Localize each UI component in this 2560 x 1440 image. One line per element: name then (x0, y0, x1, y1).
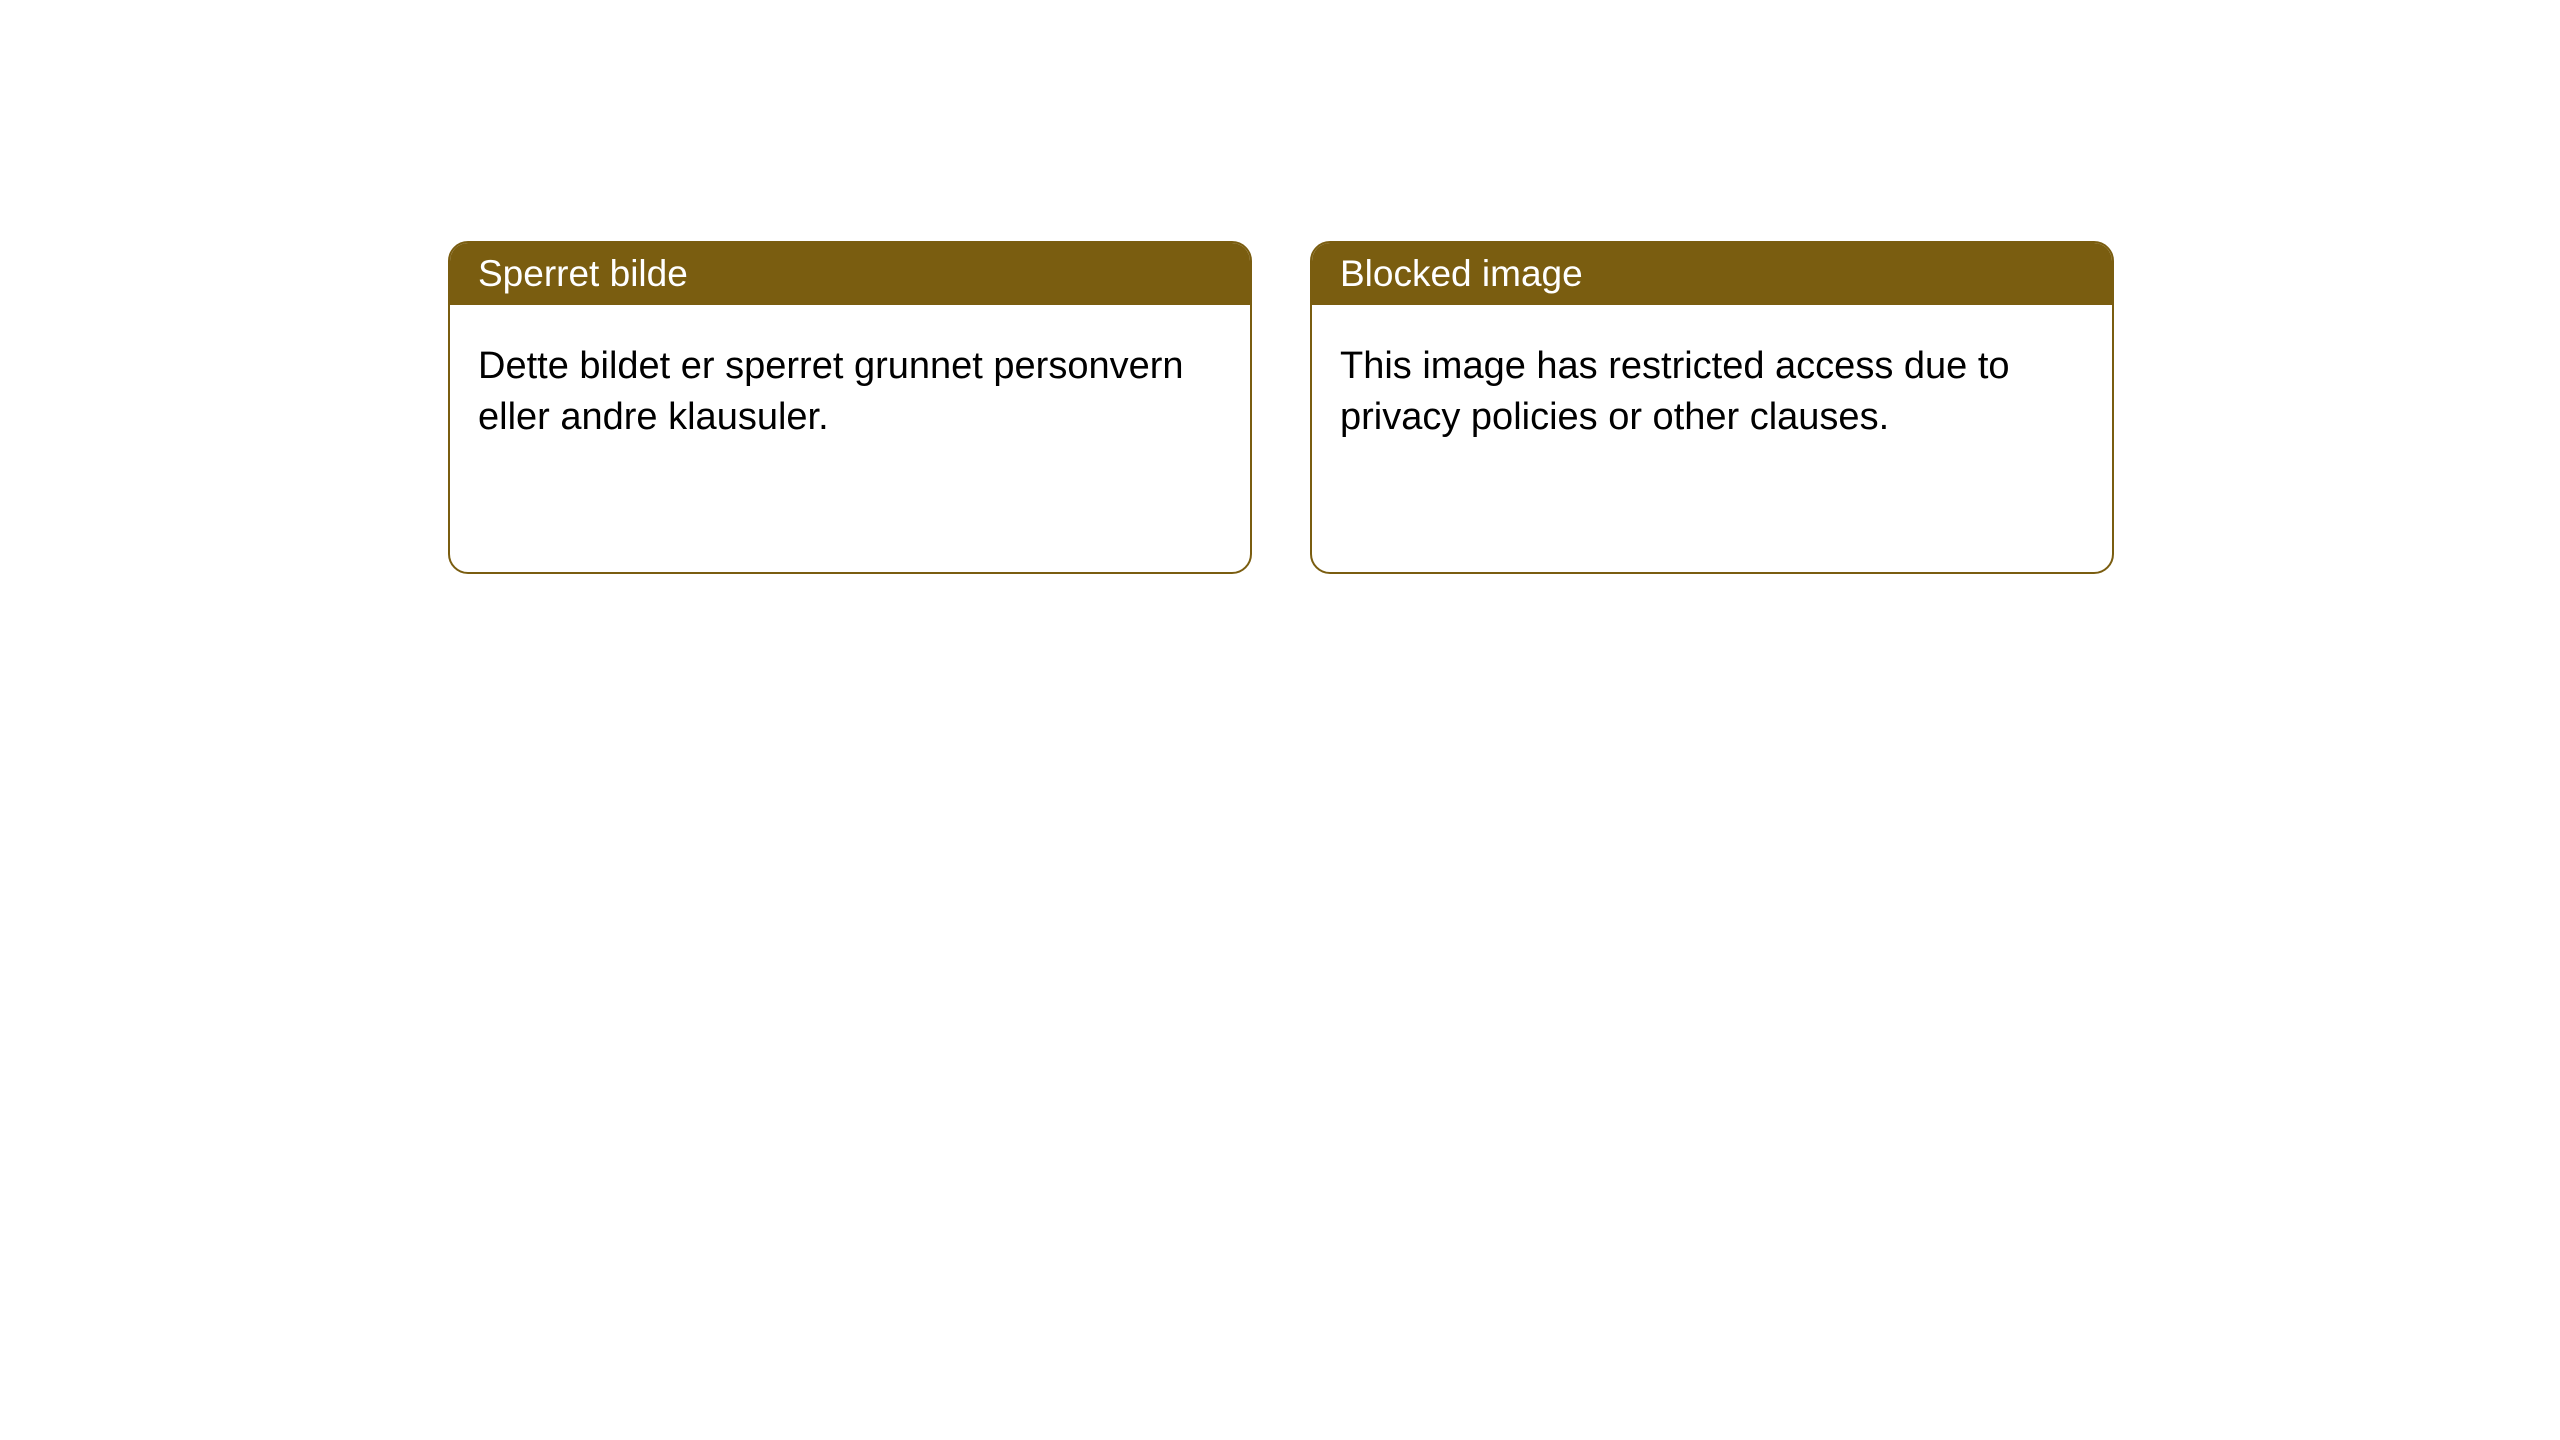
card-body: This image has restricted access due to … (1312, 305, 2112, 480)
card-body: Dette bildet er sperret grunnet personve… (450, 305, 1250, 480)
card-body-text: Dette bildet er sperret grunnet personve… (478, 345, 1184, 438)
card-header: Sperret bilde (450, 243, 1250, 305)
card-title: Sperret bilde (478, 253, 688, 294)
blocked-image-card-no: Sperret bilde Dette bildet er sperret gr… (448, 241, 1252, 574)
card-header: Blocked image (1312, 243, 2112, 305)
blocked-image-card-en: Blocked image This image has restricted … (1310, 241, 2114, 574)
card-title: Blocked image (1340, 253, 1583, 294)
notice-container: Sperret bilde Dette bildet er sperret gr… (0, 0, 2560, 574)
card-body-text: This image has restricted access due to … (1340, 345, 2010, 438)
